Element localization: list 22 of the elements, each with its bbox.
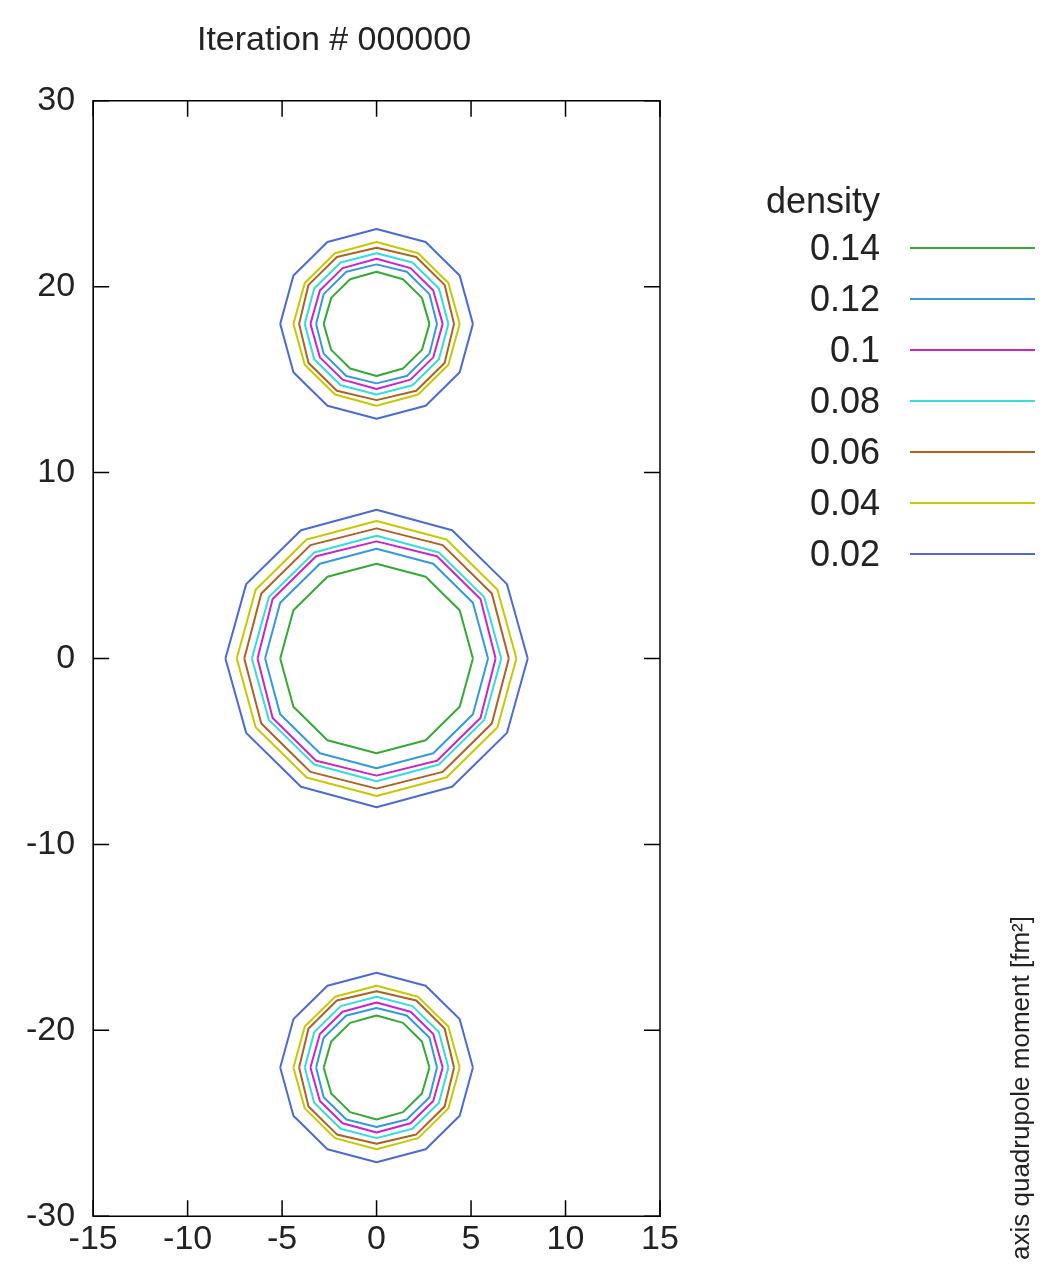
legend-title: density <box>764 180 880 222</box>
legend-label: 0.02 <box>808 532 881 575</box>
y-tick-label: 0 <box>56 636 76 675</box>
x-tick-label: 0 <box>367 1217 387 1256</box>
legend-label: 0.08 <box>808 379 881 422</box>
legend-label: 0.14 <box>808 226 881 269</box>
legend-label: 0.1 <box>828 328 881 371</box>
x-tick-label: 15 <box>641 1217 679 1256</box>
y-tick-label: 20 <box>37 265 76 304</box>
legend-label: 0.06 <box>808 430 881 473</box>
text: axis quadrupole moment [fm²] <box>1005 916 1036 1260</box>
x-tick-label: 10 <box>546 1217 585 1256</box>
x-tick-label: -5 <box>266 1217 298 1256</box>
y-tick-label: 30 <box>37 79 76 118</box>
x-tick-label: -10 <box>163 1217 213 1256</box>
y-tick-label: -10 <box>26 822 76 861</box>
legend-label: 0.12 <box>808 277 881 320</box>
y-tick-label: 10 <box>37 450 76 489</box>
y-tick-label: -20 <box>26 1008 76 1047</box>
x-tick-label: 5 <box>461 1217 481 1256</box>
chart-title: Iteration # 000000 <box>196 18 472 57</box>
legend-label: 0.04 <box>808 481 881 524</box>
